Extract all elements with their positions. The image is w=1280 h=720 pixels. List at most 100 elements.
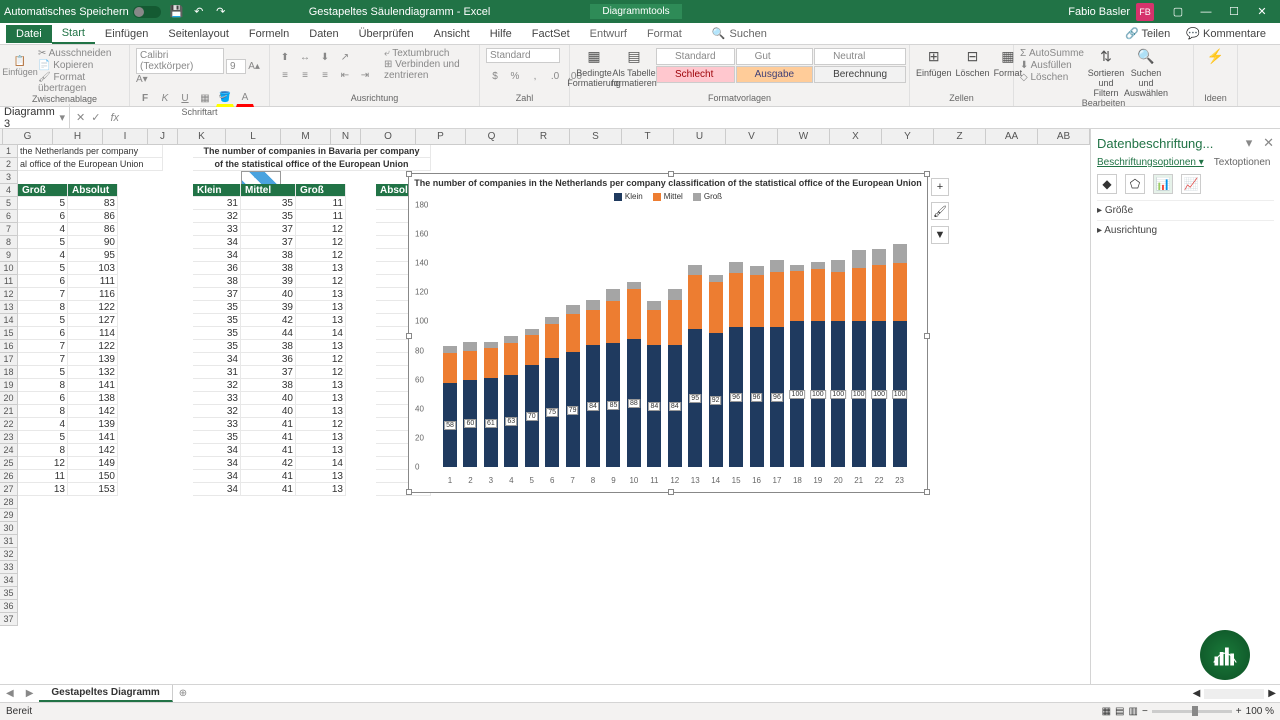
data-label[interactable]: 85 xyxy=(608,401,620,410)
bar-mittel[interactable] xyxy=(872,265,886,322)
data-label[interactable]: 100 xyxy=(830,390,846,399)
bar-mittel[interactable] xyxy=(443,353,457,382)
copy-button[interactable]: 📄 Kopieren xyxy=(38,60,123,71)
col-header[interactable]: U xyxy=(674,129,726,144)
bar-gross[interactable] xyxy=(811,262,825,269)
ribbon-tab-entwurf[interactable]: Entwurf xyxy=(580,25,637,43)
bar-gross[interactable] xyxy=(893,244,907,263)
ribbon-tab-einfügen[interactable]: Einfügen xyxy=(95,25,158,43)
row-header[interactable]: 16 xyxy=(0,340,18,353)
ribbon-tab-überprüfen[interactable]: Überprüfen xyxy=(349,25,424,43)
underline-icon[interactable]: U xyxy=(176,89,194,107)
ribbon-tab-datei[interactable]: Datei xyxy=(6,25,52,43)
table1-cell[interactable]: 114 xyxy=(68,327,118,340)
maximize-icon[interactable]: ☐ xyxy=(1220,2,1248,22)
align-bottom-icon[interactable]: ⬇ xyxy=(316,48,334,66)
bar-gross[interactable] xyxy=(586,300,600,310)
delete-cells-button[interactable]: ⊟Löschen xyxy=(956,48,990,78)
size-props-icon[interactable]: 📊 xyxy=(1153,174,1173,194)
font-size-combo[interactable]: 9 xyxy=(226,59,246,74)
row-header[interactable]: 17 xyxy=(0,353,18,366)
table1-cell[interactable]: 141 xyxy=(68,431,118,444)
data-label[interactable]: 60 xyxy=(465,419,477,428)
table1-cell[interactable]: 5 xyxy=(18,197,68,210)
table2-cell[interactable]: 32 xyxy=(193,210,241,223)
data-label[interactable]: 75 xyxy=(546,408,558,417)
search-icon[interactable]: 🔍 xyxy=(712,27,726,40)
row-header[interactable]: 33 xyxy=(0,561,18,574)
autosave-toggle[interactable]: Automatisches Speichern xyxy=(4,6,161,18)
percent-icon[interactable]: % xyxy=(506,67,524,85)
table1-cell[interactable]: 8 xyxy=(18,405,68,418)
table1-cell[interactable]: 139 xyxy=(68,353,118,366)
table1-cell[interactable]: 6 xyxy=(18,210,68,223)
ribbon-tab-start[interactable]: Start xyxy=(52,24,95,44)
table1-cell[interactable]: 5 xyxy=(18,366,68,379)
table2-cell[interactable]: 13 xyxy=(296,405,346,418)
table2-cell[interactable]: 13 xyxy=(296,444,346,457)
table1-cell[interactable]: 86 xyxy=(68,210,118,223)
paste-button[interactable]: 📋Einfügen xyxy=(6,48,34,84)
table1-cell[interactable]: 12 xyxy=(18,457,68,470)
data-label[interactable]: 96 xyxy=(771,393,783,402)
table2-cell[interactable]: 35 xyxy=(241,210,296,223)
zoom-in-icon[interactable]: + xyxy=(1236,706,1242,717)
col-header[interactable]: Y xyxy=(882,129,934,144)
chart-elements-button[interactable]: + xyxy=(931,178,949,196)
selection-handle[interactable] xyxy=(406,489,412,495)
selection-handle[interactable] xyxy=(668,489,674,495)
table2-cell[interactable]: 38 xyxy=(241,262,296,275)
hscroll-left-icon[interactable]: ◀ xyxy=(1189,688,1205,699)
conditional-formatting-button[interactable]: ▦Bedingte Formatierung xyxy=(576,48,612,88)
clear-button[interactable]: ◇ Löschen xyxy=(1020,72,1084,83)
col-header[interactable]: L xyxy=(226,129,281,144)
col-header[interactable]: T xyxy=(622,129,674,144)
table2-cell[interactable]: 37 xyxy=(241,223,296,236)
font-color-icon[interactable]: A xyxy=(236,89,254,107)
hscroll-bar[interactable] xyxy=(1204,689,1264,699)
col-header[interactable]: V xyxy=(726,129,778,144)
bar-gross[interactable] xyxy=(872,249,886,265)
col-header[interactable]: AB xyxy=(1038,129,1090,144)
page-break-view-icon[interactable]: ▥ xyxy=(1129,706,1138,717)
task-pane-close-icon[interactable]: ✕ xyxy=(1263,135,1274,150)
table1-cell[interactable]: 122 xyxy=(68,301,118,314)
col-header[interactable]: K xyxy=(178,129,226,144)
ideas-button[interactable]: ⚡ xyxy=(1200,48,1231,68)
table1-cell[interactable]: 132 xyxy=(68,366,118,379)
table2-cell[interactable]: 44 xyxy=(241,327,296,340)
page-layout-view-icon[interactable]: ▤ xyxy=(1115,706,1124,717)
col-header[interactable]: Z xyxy=(934,129,986,144)
row-header[interactable]: 32 xyxy=(0,548,18,561)
table1-cell[interactable]: 83 xyxy=(68,197,118,210)
table1-cell[interactable]: 13 xyxy=(18,483,68,496)
row-header[interactable]: 35 xyxy=(0,587,18,600)
comments-button[interactable]: 💬 Kommentare xyxy=(1178,25,1274,42)
bar-mittel[interactable] xyxy=(729,273,743,327)
row-header[interactable]: 19 xyxy=(0,379,18,392)
table2-cell[interactable]: 13 xyxy=(296,262,346,275)
save-icon[interactable]: 💾 xyxy=(169,4,185,20)
table1-cell[interactable]: 90 xyxy=(68,236,118,249)
table2-cell[interactable]: 31 xyxy=(193,366,241,379)
italic-icon[interactable]: K xyxy=(156,89,174,107)
table1-cell[interactable]: 7 xyxy=(18,340,68,353)
table2-cell[interactable]: 12 xyxy=(296,249,346,262)
bar-mittel[interactable] xyxy=(770,272,784,327)
cut-button[interactable]: ✂ Ausschneiden xyxy=(38,48,123,59)
data-label[interactable]: 92 xyxy=(710,396,722,405)
table2-cell[interactable]: 33 xyxy=(193,418,241,431)
selection-handle[interactable] xyxy=(668,171,674,177)
row-header[interactable]: 26 xyxy=(0,470,18,483)
zoom-slider[interactable] xyxy=(1152,710,1232,713)
table2-cell[interactable]: 14 xyxy=(296,327,346,340)
minimize-icon[interactable]: — xyxy=(1192,2,1220,22)
table1-cell[interactable]: 7 xyxy=(18,288,68,301)
table2-cell[interactable]: 12 xyxy=(296,418,346,431)
bar-gross[interactable] xyxy=(709,275,723,282)
chart-styles-button[interactable]: 🖌 xyxy=(931,202,949,220)
style-output[interactable]: Ausgabe xyxy=(736,66,813,83)
ribbon-tab-ansicht[interactable]: Ansicht xyxy=(424,25,480,43)
table1-cell[interactable]: 5 xyxy=(18,431,68,444)
col-header[interactable]: S xyxy=(570,129,622,144)
